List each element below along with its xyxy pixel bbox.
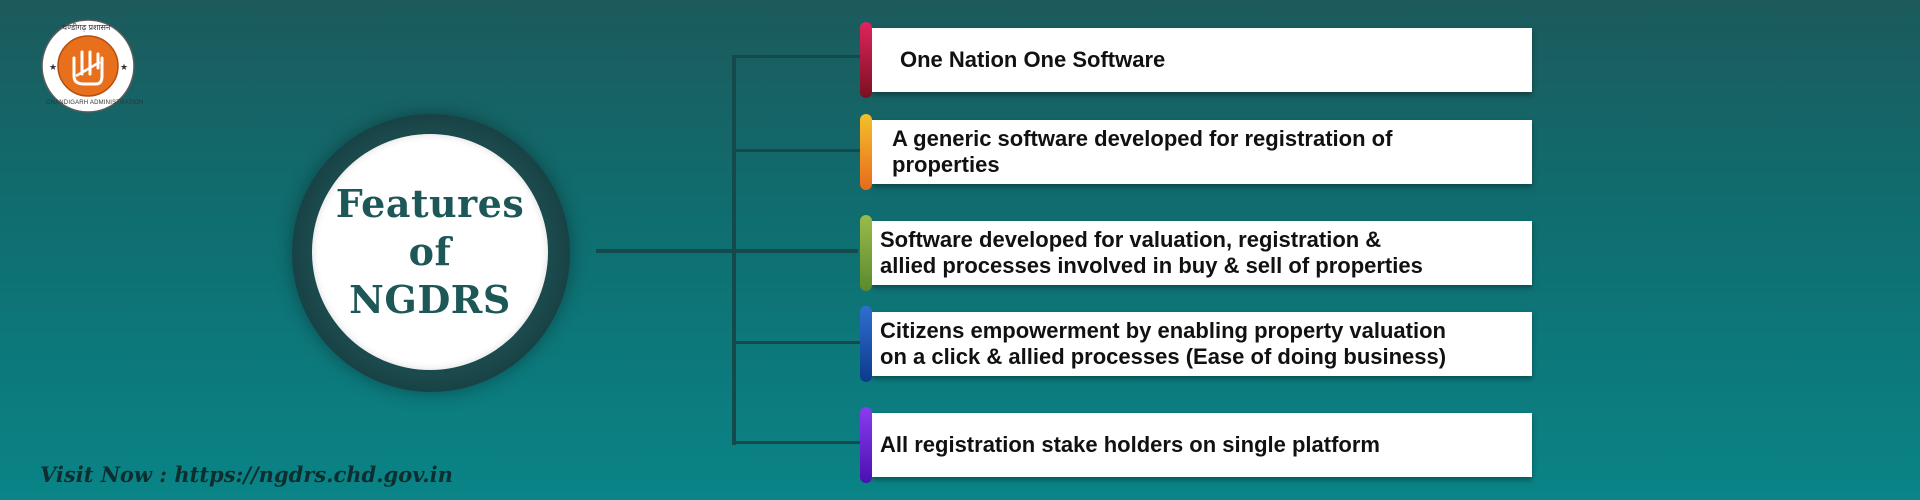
logo-bottom-text: CHANDIGARH ADMINISTRATION [46,100,144,106]
feature-text: All registration stake holders on single… [880,432,1380,457]
branch-connector-5 [732,441,860,444]
branch-connector-4 [732,341,860,344]
feature-accent [860,306,872,382]
feature-text: A generic software developed for registr… [892,126,1393,177]
feature-accent [860,215,872,291]
feature-text: Software developed for valuation, regist… [880,227,1423,278]
feature-card: A generic software developed for registr… [860,114,1532,190]
main-connector [596,249,858,253]
features-circle: Features of NGDRS [312,134,548,370]
branch-connector-1 [732,55,860,58]
feature-accent [860,22,872,98]
feature-card: Citizens empowerment by enabling propert… [860,306,1532,382]
feature-accent [860,407,872,483]
svg-text:★: ★ [120,62,128,72]
feature-text: One Nation One Software [900,47,1166,72]
feature-accent [860,114,872,190]
feature-card: One Nation One Software [860,22,1532,98]
feature-card: Software developed for valuation, regist… [860,215,1532,291]
visit-link[interactable]: Visit Now : https://ngdrs.chd.gov.in [40,462,453,487]
vertical-connector [732,55,736,445]
chandigarh-administration-logo: ★ ★ चण्डीगढ़ प्रशासन CHANDIGARH ADMINIST… [40,18,143,114]
feature-text: Citizens empowerment by enabling propert… [880,318,1447,369]
svg-text:★: ★ [49,62,57,72]
circle-title: Features of NGDRS [335,181,525,322]
feature-card: All registration stake holders on single… [860,407,1532,483]
logo-top-text: चण्डीगढ़ प्रशासन [62,23,111,32]
branch-connector-2 [732,149,860,152]
